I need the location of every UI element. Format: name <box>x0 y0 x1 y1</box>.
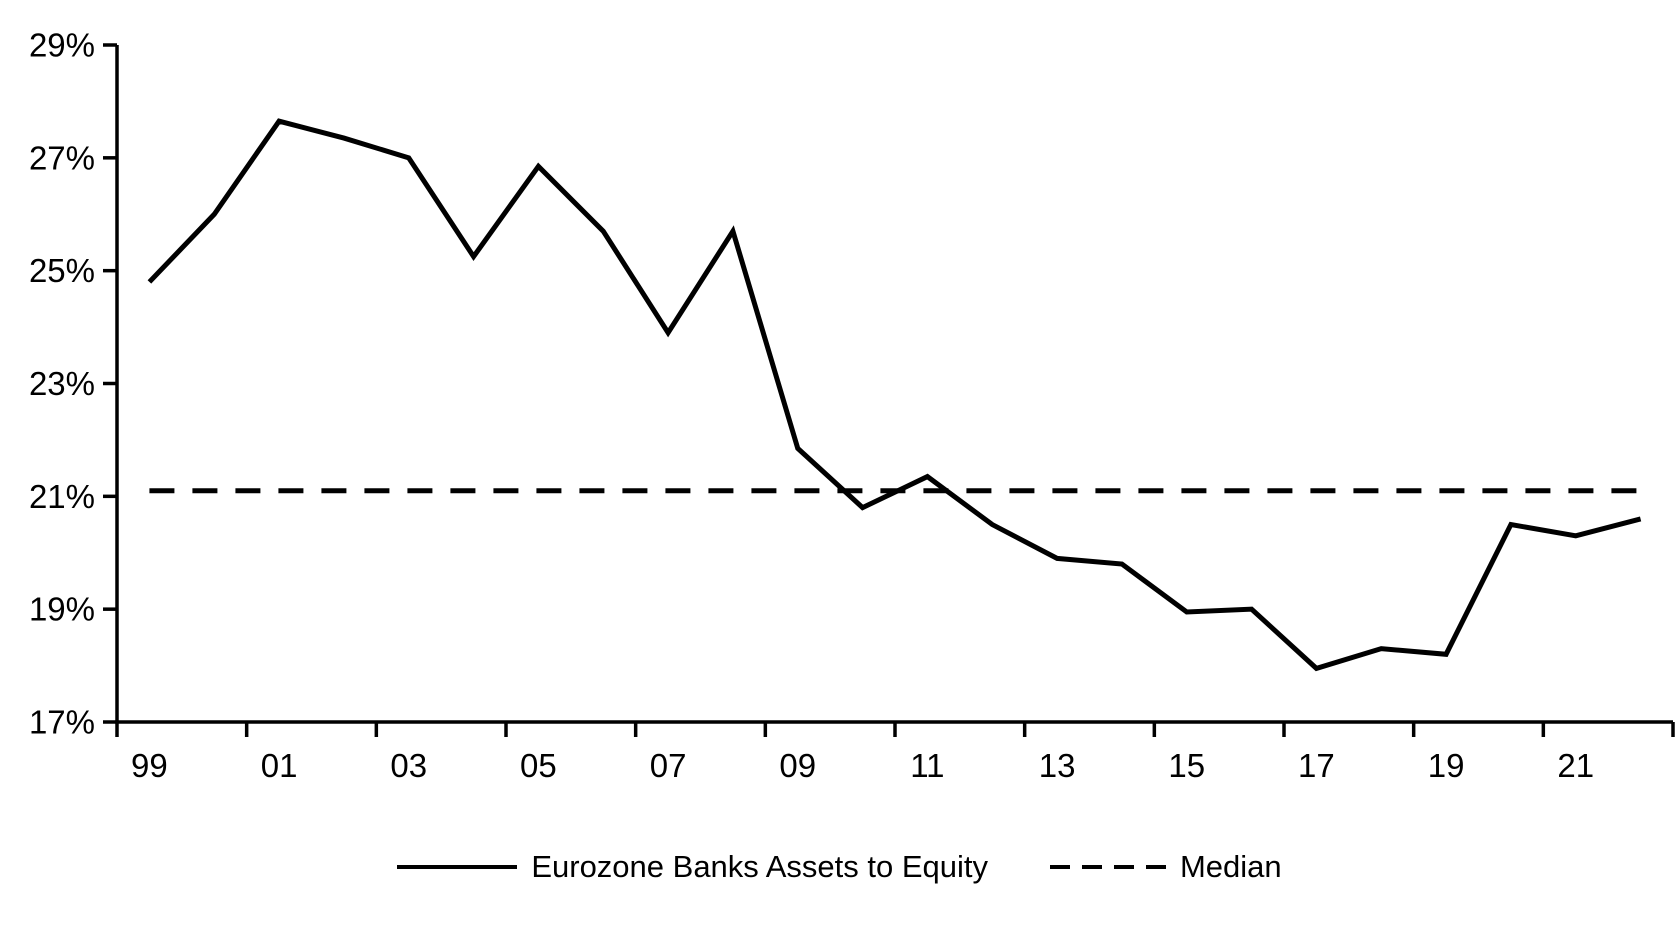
y-tick-label: 21% <box>29 478 95 515</box>
legend-label-series: Eurozone Banks Assets to Equity <box>531 849 988 884</box>
x-tick-label: 11 <box>910 747 944 784</box>
x-tick-label: 99 <box>131 747 168 784</box>
x-tick-label: 13 <box>1039 747 1076 784</box>
y-tick-label: 29% <box>29 27 95 64</box>
series-line <box>147 118 1642 672</box>
x-tick-label: 03 <box>390 747 427 784</box>
y-tick-label: 25% <box>29 252 95 289</box>
legend-item-median: Median <box>1049 849 1282 885</box>
y-tick-label: 27% <box>29 139 95 176</box>
x-tick-label: 19 <box>1428 747 1465 784</box>
y-tick-label: 19% <box>29 591 95 628</box>
legend-item-series: Eurozone Banks Assets to Equity <box>397 849 988 885</box>
y-tick-label: 17% <box>29 704 95 741</box>
x-tick-label: 21 <box>1557 747 1594 784</box>
x-tick-label: 15 <box>1168 747 1205 784</box>
legend-label-median: Median <box>1179 849 1282 884</box>
x-tick-label: 07 <box>650 747 687 784</box>
y-tick-label: 23% <box>29 365 95 402</box>
x-tick-label: 05 <box>520 747 557 784</box>
x-tick-label: 01 <box>261 747 298 784</box>
x-tick-label: 17 <box>1298 747 1335 784</box>
legend: Eurozone Banks Assets to Equity Median <box>0 849 1679 885</box>
solid-line-sample <box>397 865 518 869</box>
dashed-line-sample <box>1049 865 1166 869</box>
x-tick-label: 09 <box>779 747 816 784</box>
